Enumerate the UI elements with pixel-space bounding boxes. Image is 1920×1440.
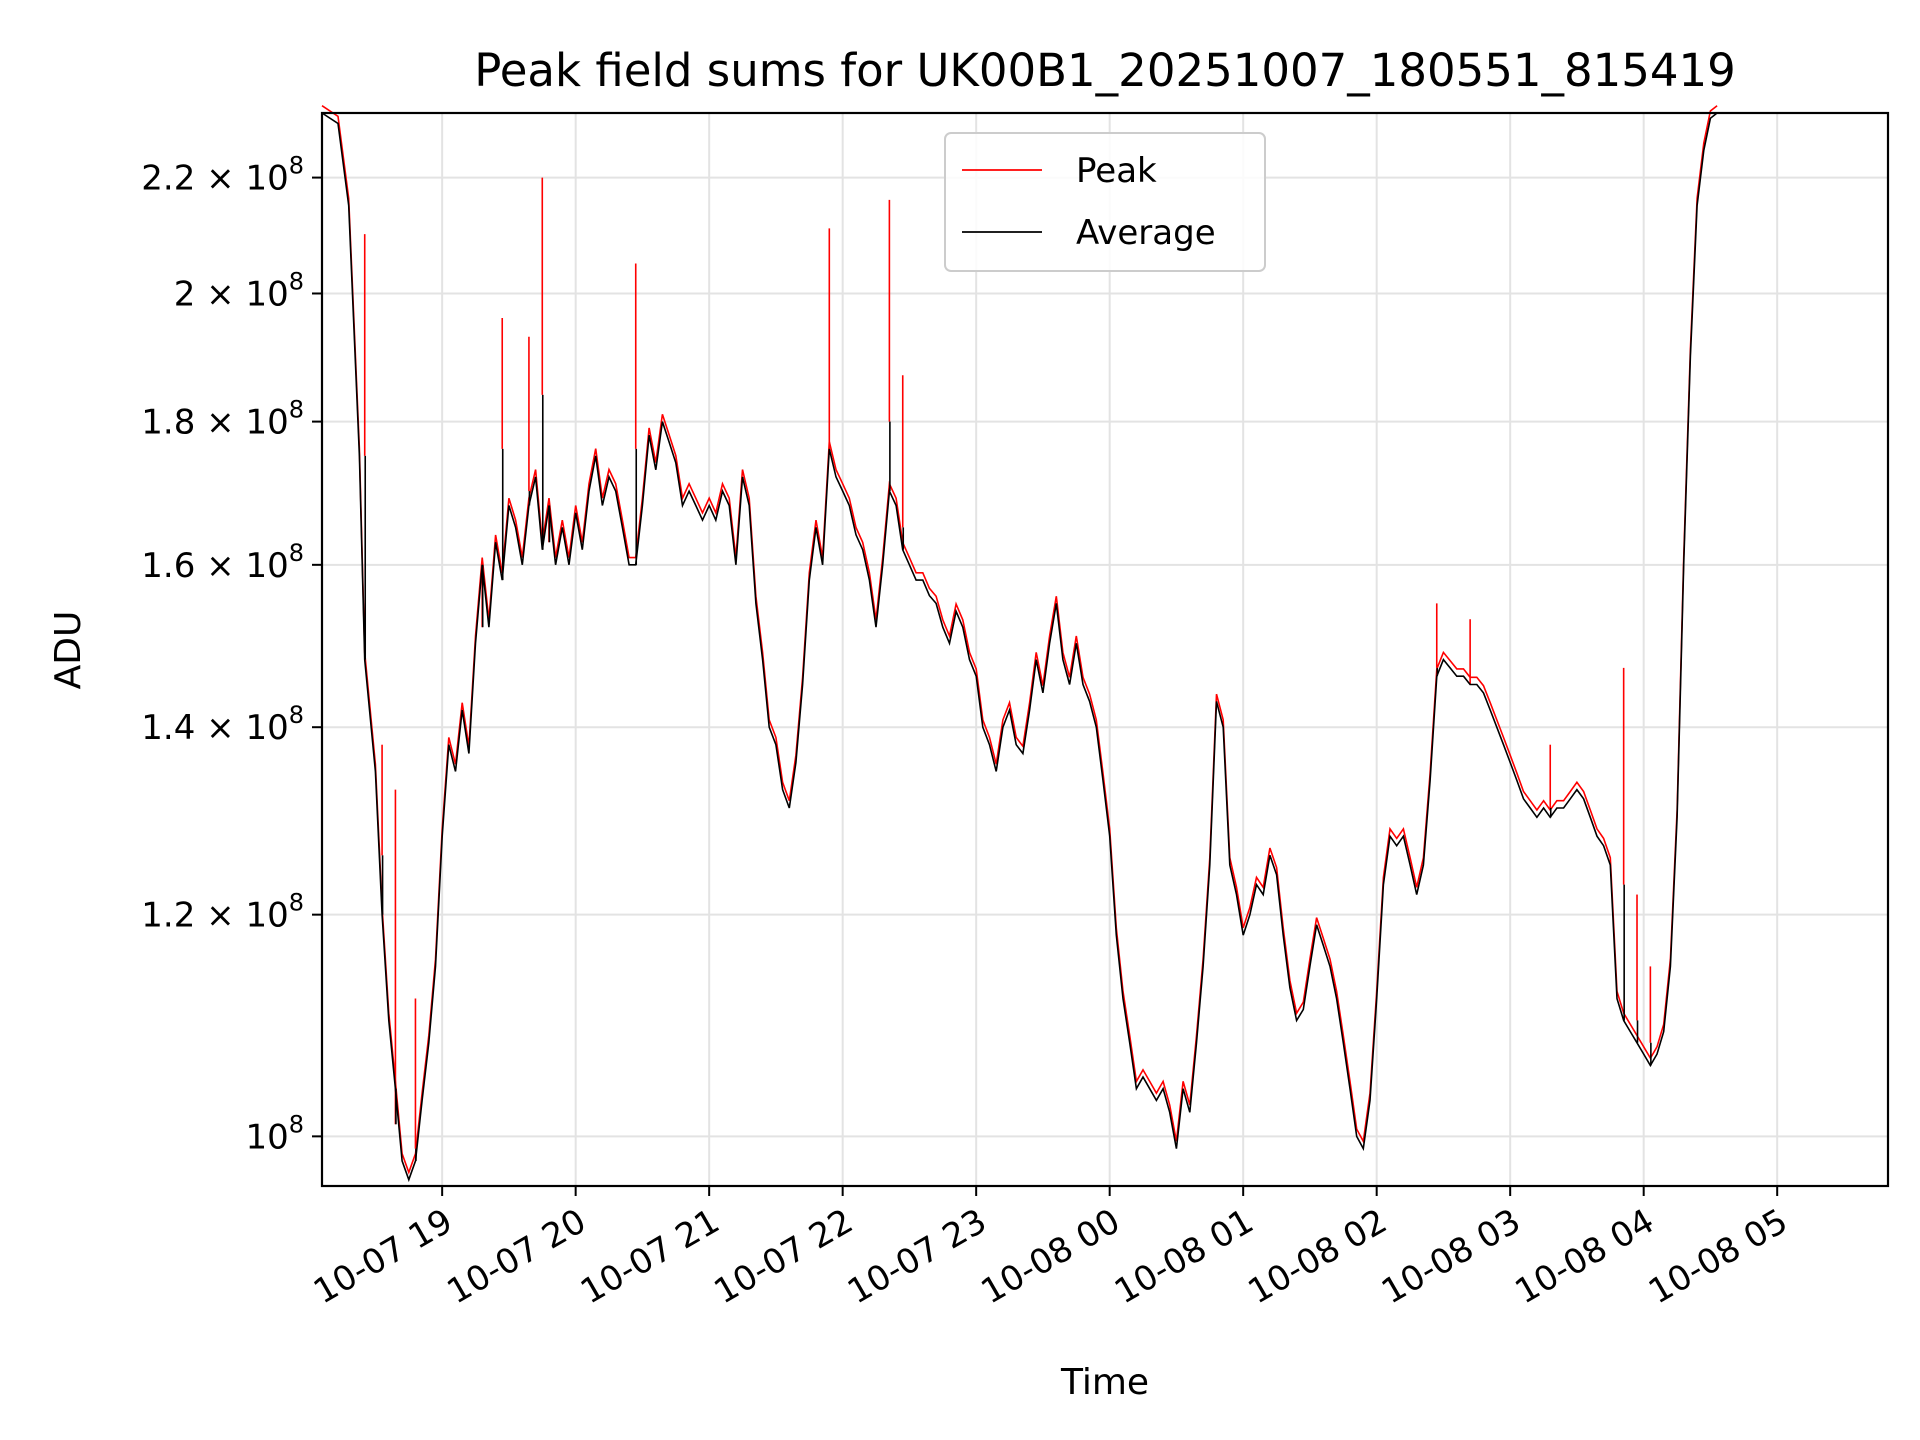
plot-frame	[320, 111, 1890, 1188]
peak-series	[321, 105, 1718, 1175]
y-tick-label: 1.2 × 108	[141, 889, 304, 936]
legend-average-label: Average	[1076, 213, 1216, 253]
y-axis: 108 1.2 × 108 1.4 × 108 1.6 × 108 1.8 × 108 2…	[141, 152, 322, 1157]
chart-title: Peak field sums for UK00B1_20251007_1805…	[474, 44, 1736, 97]
y-tick-label: 2 × 108	[174, 267, 304, 314]
legend-box	[944, 132, 1266, 272]
y-tick-label: 1.4 × 108	[141, 701, 304, 748]
average-series	[321, 112, 1718, 1183]
x-axis-label: Time	[1060, 1362, 1149, 1403]
y-axis-label: ADU	[48, 611, 89, 690]
y-tick-label: 2.2 × 108	[141, 152, 304, 199]
average-line	[321, 112, 1718, 1183]
y-tick-label: 108	[245, 1110, 304, 1157]
y-tick-label: 1.6 × 108	[141, 539, 304, 586]
grid	[322, 113, 1888, 1186]
y-tick-label: 1.8 × 108	[141, 396, 304, 443]
legend-peak-label: Peak	[1076, 151, 1157, 191]
legend: Peak Average	[944, 132, 1266, 272]
peak-line	[321, 105, 1718, 1175]
